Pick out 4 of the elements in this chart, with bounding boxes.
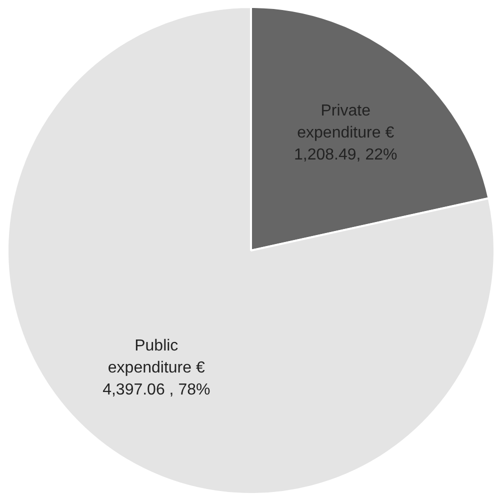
- slice-label: Private expenditure €: [297, 102, 394, 142]
- data-label: 1,208.49, 22%: [294, 146, 398, 164]
- data-label: 4,397.06 , 78%: [102, 382, 210, 399]
- slice-label: Public expenditure €: [108, 338, 205, 377]
